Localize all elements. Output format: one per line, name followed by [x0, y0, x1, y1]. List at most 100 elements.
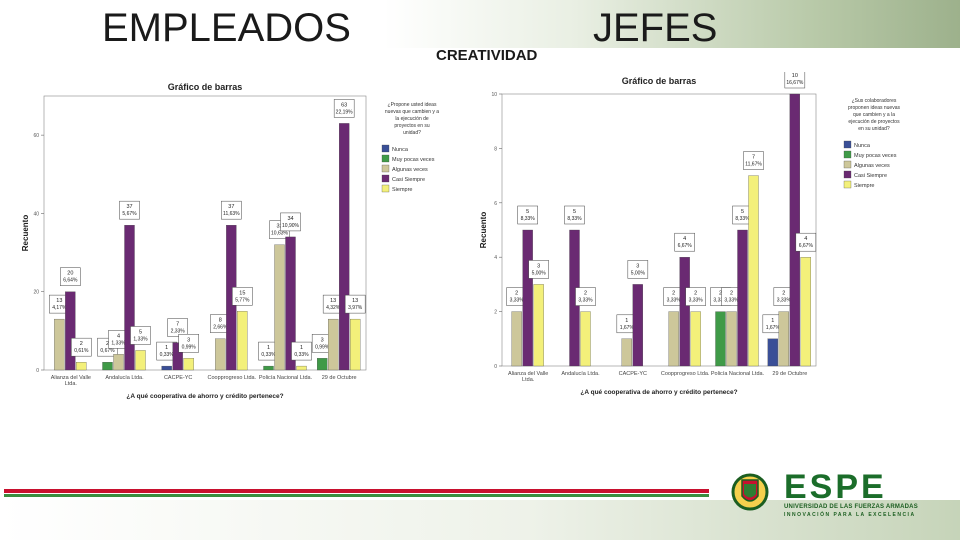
plot-frame	[501, 93, 817, 367]
bar	[778, 311, 789, 367]
bar	[76, 362, 87, 371]
data-label-percent: 0,61%	[74, 348, 89, 354]
bar	[690, 311, 701, 367]
x-category-label: Alianza del Valle	[508, 371, 548, 377]
legend-swatch	[843, 160, 852, 169]
x-axis-label: ¿A qué cooperativa de ahorro y crédito p…	[580, 389, 737, 396]
data-label-count: 4	[117, 333, 120, 339]
legend-title: nuevas que cambien y a	[385, 109, 439, 115]
data-label-percent: 3,33%	[689, 298, 704, 304]
bar	[350, 318, 361, 371]
data-label-count: 1	[625, 318, 628, 324]
data-label-percent: 3,33%	[713, 298, 728, 304]
data-label-count: 1	[165, 345, 168, 351]
data-label-box	[743, 151, 764, 170]
data-label-percent: 1,67%	[620, 325, 635, 331]
data-label-box	[795, 232, 817, 252]
data-label-count: 15	[239, 290, 245, 296]
legend-label: Siempre	[392, 187, 412, 193]
data-label-count: 2	[515, 291, 518, 297]
data-label-count: 13	[56, 298, 62, 304]
bar	[621, 338, 632, 367]
data-label-percent: 5,00%	[631, 270, 646, 276]
data-label-percent: 4,17%	[52, 305, 67, 311]
data-label-percent: 6,67%	[678, 243, 693, 249]
legend-title: proponen ideas nuevas	[848, 105, 900, 111]
legend-label: Siempre	[854, 183, 874, 189]
data-label-percent: 10,90%	[282, 223, 300, 229]
x-category-label: 29 de Octubre	[322, 375, 357, 381]
data-label-count: 37	[126, 204, 132, 210]
espe-shield-logo-icon: ESPE	[731, 468, 884, 511]
chart-jefes: Gráfico de barras 0 2 4 6 8 10 Recuento 2 3,33% 5 8…	[470, 69, 920, 404]
footer-band	[0, 500, 960, 540]
bar	[296, 365, 307, 371]
data-label-count: 2	[719, 291, 722, 297]
logo-tagline: INNOVACIÓN PARA LA EXCELENCIA	[784, 512, 916, 518]
data-label-count: 20	[67, 271, 73, 277]
x-category-label: CACPE-YC	[164, 375, 192, 381]
y-tick-label: 10	[491, 92, 497, 98]
data-label-box	[291, 341, 312, 361]
data-label-percent: 4,32%	[326, 305, 341, 311]
data-label-percent: 1,33%	[111, 340, 126, 346]
title-jefes: JEFES	[593, 6, 718, 50]
legend-title: que cambien y a la	[853, 112, 895, 118]
data-label-percent: 1,33%	[133, 336, 148, 342]
data-label-count: 63	[341, 102, 347, 108]
x-category-label: Policía Nacional Ltda.	[711, 371, 765, 377]
data-label-count: 1	[771, 318, 774, 324]
data-label-box	[60, 267, 81, 286]
bar	[215, 338, 226, 371]
legend-swatch	[381, 144, 390, 153]
y-tick-label: 60	[33, 133, 39, 139]
bar	[65, 291, 76, 371]
data-label-count: 3	[187, 337, 190, 343]
data-label-box	[280, 212, 301, 232]
x-category-label-2: Ltda.	[522, 377, 535, 383]
header-band	[0, 0, 960, 48]
data-label-count: 2	[672, 291, 675, 297]
y-axis-label: Recuento	[479, 212, 488, 249]
data-label-percent: 0,33%	[261, 352, 276, 358]
chart-empleados: Gráfico de barras 0 20 40 60 Recuento 13 4,17% 2…	[20, 78, 470, 410]
legend-title: la ejecución de	[395, 116, 429, 122]
logo-subtitle: UNIVERSIDAD DE LAS FUERZAS ARMADAS	[784, 504, 918, 510]
legend-swatch	[843, 170, 852, 179]
legend-swatch	[381, 154, 390, 163]
data-label-percent: 3,97%	[348, 305, 363, 311]
data-label-box	[167, 318, 188, 337]
bar	[533, 284, 544, 367]
y-tick-label: 40	[33, 211, 39, 217]
bar	[135, 350, 146, 371]
legend-title: ejecución de proyectos	[848, 119, 900, 125]
data-label-count: 5	[573, 209, 576, 215]
legend-title: en su unidad?	[858, 126, 890, 132]
data-label-count: 2	[782, 291, 785, 297]
bar	[317, 358, 328, 371]
x-axis-label: ¿A qué cooperativa de ahorro y crédito p…	[126, 393, 283, 400]
data-label-count: 3	[537, 263, 540, 269]
bar	[54, 318, 65, 371]
data-label-count: 4	[804, 236, 807, 242]
bar	[522, 229, 533, 367]
legend-title: proyectos en su	[394, 123, 430, 129]
legend-label: Nunca	[392, 147, 409, 153]
y-tick-label: 20	[33, 290, 39, 296]
legend-label: Muy pocas veces	[854, 153, 897, 159]
data-label-count: 3	[636, 263, 639, 269]
legend-swatch	[843, 180, 852, 189]
legend-title: ¿Sus colaboradores	[852, 98, 897, 104]
bar	[748, 175, 759, 367]
bar	[183, 358, 194, 371]
data-label-box	[221, 200, 242, 220]
bar	[511, 311, 522, 367]
data-label-percent: 3,33%	[777, 298, 792, 304]
data-label-box	[232, 287, 253, 306]
data-label-box	[528, 260, 549, 279]
data-label-count: 7	[176, 322, 179, 328]
x-category-label: CACPE-YC	[619, 371, 647, 377]
data-label-box	[344, 294, 366, 314]
data-label-count: 5	[741, 209, 744, 215]
bar	[124, 225, 135, 371]
